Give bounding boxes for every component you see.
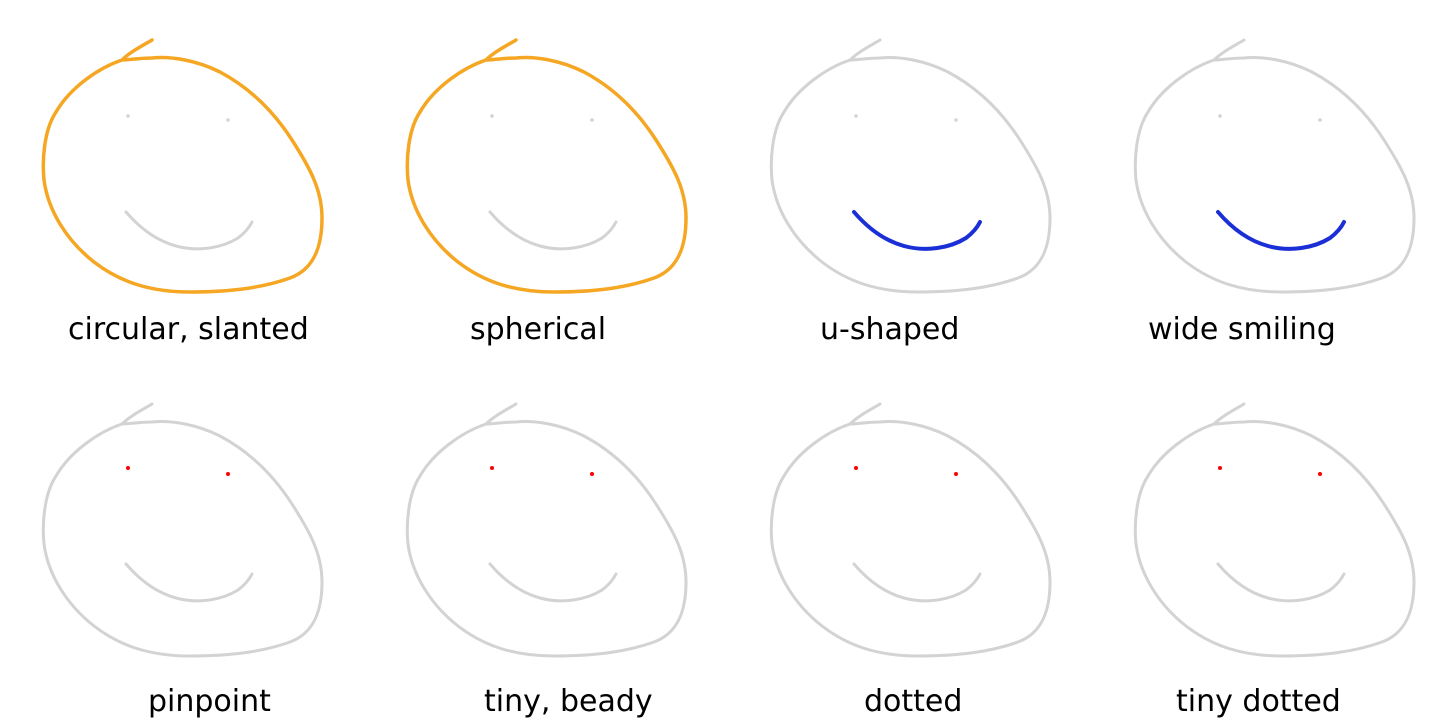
- left-eye: [490, 466, 494, 470]
- face-cell: spherical: [364, 0, 728, 360]
- mouth: [1216, 210, 1346, 251]
- smiley-face-drawing: [1133, 402, 1416, 658]
- left-eye: [1218, 114, 1222, 118]
- left-eye: [126, 114, 130, 118]
- face-label: u-shaped: [820, 312, 960, 347]
- smiley-face-drawing: [769, 38, 1052, 294]
- left-eye: [490, 114, 494, 118]
- right-eye: [1318, 118, 1322, 122]
- face-label: circular, slanted: [68, 312, 309, 347]
- face-cell: tiny, beady: [364, 364, 728, 724]
- face-cell: dotted: [728, 364, 1092, 724]
- face-cell: pinpoint: [0, 364, 364, 724]
- face-label: dotted: [864, 684, 963, 719]
- right-eye: [590, 472, 594, 476]
- smiley-face-drawing: [769, 402, 1052, 658]
- left-eye: [126, 466, 130, 470]
- face-outline: [41, 38, 324, 294]
- mouth: [852, 210, 982, 251]
- left-eye: [854, 114, 858, 118]
- mouth: [852, 562, 982, 603]
- smiley-face-drawing: [41, 38, 324, 294]
- face-cell: circular, slanted: [0, 0, 364, 360]
- mouth: [488, 210, 618, 251]
- face-label: spherical: [470, 312, 607, 347]
- face-outline: [41, 402, 324, 658]
- face-label: wide smiling: [1148, 312, 1336, 347]
- left-eye: [854, 466, 858, 470]
- face-label: pinpoint: [148, 684, 271, 719]
- face-outline: [405, 402, 688, 658]
- face-outline: [769, 402, 1052, 658]
- face-outline: [1133, 402, 1416, 658]
- right-eye: [226, 472, 230, 476]
- face-cell: wide smiling: [1092, 0, 1456, 360]
- face-outline: [769, 38, 1052, 294]
- face-label: tiny dotted: [1176, 684, 1341, 719]
- mouth: [124, 210, 254, 251]
- right-eye: [954, 118, 958, 122]
- right-eye: [226, 118, 230, 122]
- face-outline: [1133, 38, 1416, 294]
- face-cell: tiny dotted: [1092, 364, 1456, 724]
- smiley-face-drawing: [1133, 38, 1416, 294]
- right-eye: [954, 472, 958, 476]
- face-cell: u-shaped: [728, 0, 1092, 360]
- left-eye: [1218, 466, 1222, 470]
- mouth: [1216, 562, 1346, 603]
- smiley-face-drawing: [405, 38, 688, 294]
- smiley-face-drawing: [41, 402, 324, 658]
- right-eye: [1318, 472, 1322, 476]
- face-outline: [405, 38, 688, 294]
- mouth: [124, 562, 254, 603]
- face-label: tiny, beady: [484, 684, 653, 719]
- mouth: [488, 562, 618, 603]
- smiley-face-drawing: [405, 402, 688, 658]
- right-eye: [590, 118, 594, 122]
